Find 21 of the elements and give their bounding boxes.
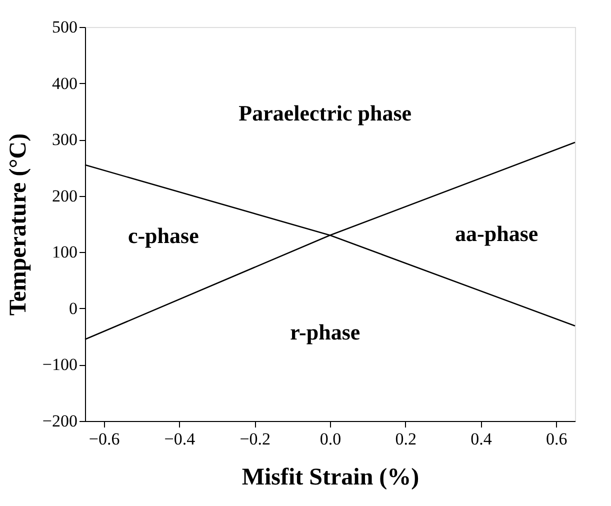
x-tick-label: 0.2 [395, 430, 417, 448]
x-tick-label: −0.6 [88, 430, 120, 448]
y-tick-label: −200 [42, 412, 78, 430]
x-tick-label: −0.2 [240, 430, 271, 448]
annotation: r-phase [290, 319, 360, 344]
y-tick-label: 200 [52, 186, 78, 206]
y-tick-label: 400 [52, 74, 78, 93]
y-tick-label: 500 [52, 18, 78, 36]
x-tick-label: −0.4 [164, 430, 196, 448]
x-axis-title: Misfit Strain (%) [242, 464, 420, 490]
y-tick-label: 0 [69, 298, 78, 318]
annotation: Paraelectric phase [238, 100, 412, 126]
annotation: c-phase [128, 222, 200, 248]
annotation: aa-phase [455, 220, 538, 246]
x-tick-label: 0.0 [320, 430, 342, 448]
y-axis-title: Temperature (°C) [5, 133, 32, 316]
x-tick-label: 0.4 [470, 430, 492, 448]
x-tick-label: 0.6 [546, 430, 568, 448]
y-tick-label: −100 [42, 355, 78, 374]
y-tick-label: 300 [52, 130, 78, 150]
y-tick-label: 100 [52, 242, 78, 262]
